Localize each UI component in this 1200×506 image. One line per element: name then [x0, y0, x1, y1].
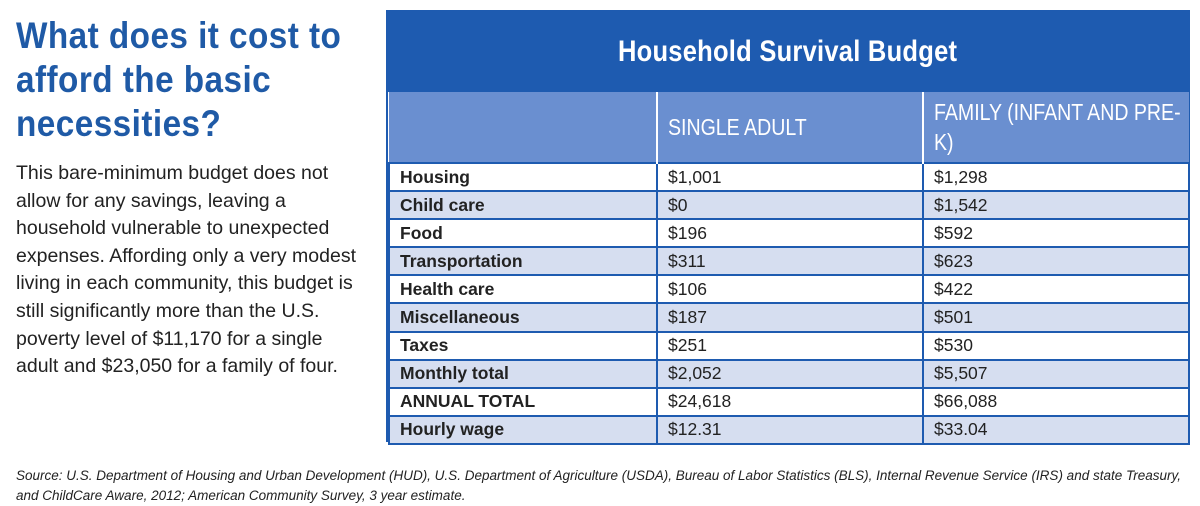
family-value: $530	[922, 330, 1190, 361]
family-value: $501	[922, 302, 1190, 333]
single-adult-value: $106	[656, 274, 924, 305]
family-value: $1,298	[922, 161, 1190, 193]
row-label: Child care	[388, 190, 658, 221]
table-row: Miscellaneous $187 $501	[388, 302, 1190, 333]
table-row: Monthly total $2,052 $5,507	[388, 358, 1190, 389]
single-adult-value: $311	[656, 246, 924, 277]
family-value: $422	[922, 274, 1190, 305]
budget-table-panel: Household Survival Budget SINGLE ADULT F…	[386, 10, 1190, 445]
family-value: $592	[922, 218, 1190, 249]
row-label: Miscellaneous	[388, 302, 658, 333]
table-row: Taxes $251 $530	[388, 330, 1190, 361]
single-adult-value: $24,618	[656, 386, 924, 417]
single-adult-value: $2,052	[656, 358, 924, 389]
row-label: Housing	[388, 161, 658, 193]
row-label: Transportation	[388, 246, 658, 277]
table-row: Hourly wage $12.31 $33.04	[388, 414, 1190, 445]
single-adult-value: $251	[656, 330, 924, 361]
single-adult-value: $1,001	[656, 161, 924, 193]
single-adult-value: $196	[656, 218, 924, 249]
row-label: Taxes	[388, 330, 658, 361]
row-label: ANNUAL TOTAL	[388, 386, 658, 417]
table-row: ANNUAL TOTAL $24,618 $66,088	[388, 386, 1190, 417]
table-row: Food $196 $592	[388, 218, 1190, 249]
table-row: Transportation $311 $623	[388, 246, 1190, 277]
intro-panel: What does it cost to afford the basic ne…	[16, 14, 366, 381]
row-label: Monthly total	[388, 358, 658, 389]
budget-table: SINGLE ADULT FAMILY (INFANT AND PRE-K) H…	[388, 92, 1190, 445]
table-title: Household Survival Budget	[618, 35, 958, 68]
single-adult-value: $12.31	[656, 414, 924, 445]
family-value: $5,507	[922, 358, 1190, 389]
table-title-bar: Household Survival Budget	[388, 12, 1188, 92]
row-label: Health care	[388, 274, 658, 305]
single-adult-value: $187	[656, 302, 924, 333]
table-header-row: SINGLE ADULT FAMILY (INFANT AND PRE-K)	[389, 92, 1189, 163]
column-header-single-adult: SINGLE ADULT	[657, 92, 924, 163]
family-value: $1,542	[922, 190, 1190, 221]
table-row: Housing $1,001 $1,298	[388, 161, 1190, 193]
family-value: $33.04	[922, 414, 1190, 445]
page-heading: What does it cost to afford the basic ne…	[16, 15, 342, 144]
row-label: Hourly wage	[388, 414, 658, 445]
source-note: Source: U.S. Department of Housing and U…	[16, 468, 1181, 503]
single-adult-value: $0	[656, 190, 924, 221]
family-value: $623	[922, 246, 1190, 277]
row-label: Food	[388, 218, 658, 249]
table-row: Health care $106 $422	[388, 274, 1190, 305]
family-value: $66,088	[922, 386, 1190, 417]
column-header-family: FAMILY (INFANT AND PRE-K)	[923, 92, 1189, 163]
intro-paragraph: This bare-minimum budget does not allow …	[16, 162, 357, 378]
table-row: Child care $0 $1,542	[388, 190, 1190, 221]
column-header-category	[389, 92, 658, 163]
